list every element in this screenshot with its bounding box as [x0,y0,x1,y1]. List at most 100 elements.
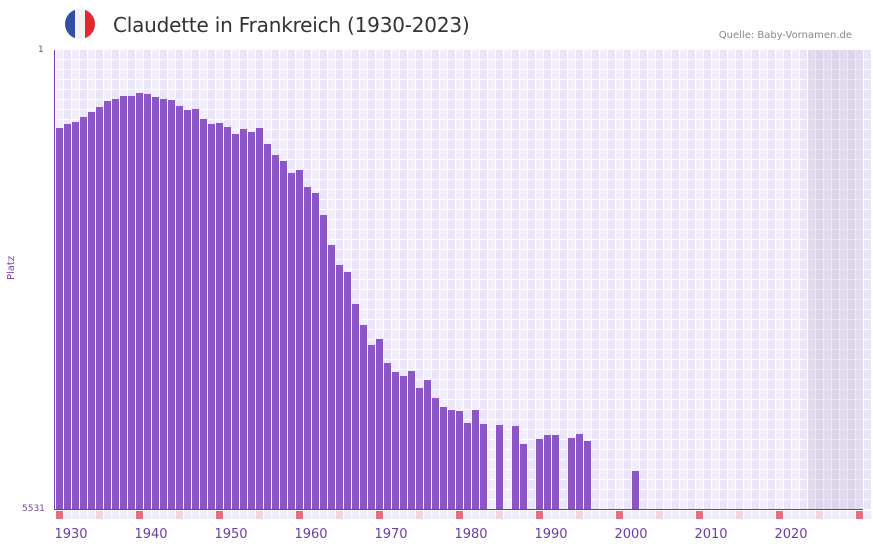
rank-bar[interactable] [584,441,591,509]
rank-bar[interactable] [392,371,399,509]
rank-bar[interactable] [240,129,247,509]
year-marker [488,511,495,519]
rank-bar[interactable] [232,134,239,509]
year-column [560,50,568,509]
rank-bar[interactable] [512,426,519,509]
rank-bar[interactable] [304,187,311,509]
rank-bar[interactable] [160,99,167,509]
rank-bar[interactable] [472,409,479,509]
rank-bar[interactable] [448,409,455,509]
rank-bar[interactable] [360,325,367,509]
rank-bar[interactable] [400,375,407,509]
year-column [120,50,128,509]
rank-bar[interactable] [544,435,551,509]
rank-bar[interactable] [576,434,583,509]
rank-bar[interactable] [56,128,63,509]
rank-bar[interactable] [248,132,255,509]
rank-bar[interactable] [208,124,215,509]
rank-bar[interactable] [384,363,391,509]
year-marker [736,511,743,519]
year-marker [88,511,95,519]
rank-bar[interactable] [88,112,95,509]
year-column [88,50,96,509]
rank-bar[interactable] [168,100,175,509]
rank-bar[interactable] [72,122,79,509]
year-marker [400,511,407,519]
rank-bar[interactable] [424,380,431,509]
rank-bar[interactable] [288,173,295,509]
rank-bar[interactable] [632,471,639,509]
year-marker [64,511,71,519]
rank-bar[interactable] [496,425,503,509]
rank-bar[interactable] [312,193,319,509]
rank-bar[interactable] [344,271,351,509]
year-column [784,50,792,509]
year-marker [584,511,591,519]
rank-bar[interactable] [328,244,335,509]
rank-bar[interactable] [536,439,543,509]
rank-bar[interactable] [120,96,127,509]
rank-bar[interactable] [552,435,559,509]
rank-bar[interactable] [416,387,423,509]
rank-bar[interactable] [136,93,143,509]
year-column [144,50,152,509]
year-column [192,50,200,509]
x-axis-baseline [55,509,863,510]
rank-bar[interactable] [440,407,447,509]
rank-bar[interactable] [144,94,151,509]
x-tick-label: 2020 [774,527,808,542]
rank-bar[interactable] [256,128,263,509]
rank-bar[interactable] [408,370,415,509]
year-column [600,50,608,509]
year-column [152,50,160,509]
year-marker [216,511,223,519]
year-marker [224,511,231,519]
year-marker [672,511,679,519]
rank-bar[interactable] [520,444,527,509]
year-column [608,50,616,509]
rank-bar[interactable] [568,438,575,509]
rank-bar[interactable] [200,119,207,509]
rank-bar[interactable] [184,110,191,509]
rank-bar[interactable] [152,97,159,509]
rank-bar[interactable] [216,123,223,509]
year-column [312,50,320,509]
year-column [288,50,296,509]
rank-bar[interactable] [464,423,471,509]
year-marker [840,511,847,519]
rank-bar[interactable] [376,339,383,509]
year-marker [768,511,775,519]
rank-bar[interactable] [480,424,487,509]
year-marker [184,511,191,519]
rank-bar[interactable] [368,345,375,509]
rank-bar[interactable] [296,170,303,509]
rank-bar[interactable] [192,109,199,509]
rank-bar[interactable] [264,144,271,509]
year-column [280,50,288,509]
year-marker [744,511,751,519]
x-tick-label: 1990 [534,527,568,542]
rank-bar[interactable] [272,155,279,509]
rank-bar[interactable] [80,117,87,509]
year-column [136,50,144,509]
rank-bar[interactable] [176,106,183,509]
rank-bar[interactable] [336,264,343,509]
rank-bar[interactable] [224,127,231,509]
year-marker [344,511,351,519]
year-column [528,50,536,509]
rank-bar[interactable] [456,411,463,509]
rank-bar[interactable] [432,398,439,509]
rank-bar[interactable] [128,96,135,509]
year-column [760,50,768,509]
rank-bar[interactable] [96,107,103,509]
y-tick-bottom: 5531 [22,504,45,514]
rank-bar[interactable] [112,99,119,509]
year-marker [464,511,471,519]
rank-bar[interactable] [64,124,71,509]
rank-bar[interactable] [280,161,287,509]
rank-bar[interactable] [320,215,327,509]
rank-bar[interactable] [352,304,359,509]
year-marker [608,511,615,519]
rank-bar[interactable] [104,101,111,509]
year-marker [248,511,255,519]
